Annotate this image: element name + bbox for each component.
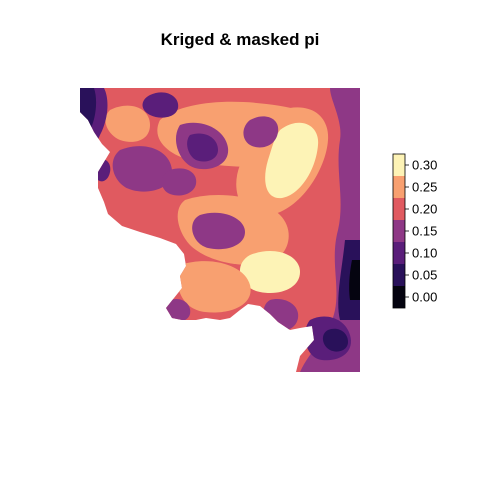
legend-bin-5: [393, 176, 405, 198]
legend-bin-0: [393, 286, 405, 308]
legend-tick-label-1: 0.05: [412, 268, 437, 283]
patch-cold-north: [187, 133, 218, 162]
raster-surface: [80, 88, 360, 372]
patch-cool-sw: [164, 298, 191, 322]
legend-color-bins: [393, 154, 405, 308]
patch-cool-west: [112, 146, 173, 192]
patch-cool-west2: [161, 168, 197, 196]
patch-warm-west: [105, 105, 150, 142]
legend-tick-label-4: 0.20: [412, 202, 437, 217]
patch-hot-south: [239, 251, 300, 294]
legend-bin-2: [393, 242, 405, 264]
legend-tick-label-6: 0.30: [412, 158, 437, 173]
patch-cold-top: [142, 92, 179, 118]
patch-warm-south: [177, 261, 251, 313]
patch-cool-ne: [243, 116, 279, 148]
legend-ticks: 0.00 0.05 0.10 0.15 0.20 0.25 0.30: [405, 158, 437, 305]
patch-hot-center: [265, 122, 319, 199]
legend: 0.00 0.05 0.10 0.15 0.20 0.25 0.30: [392, 153, 437, 309]
map-title: Kriged & masked pi: [160, 30, 320, 49]
legend-tick-label-3: 0.15: [412, 224, 437, 239]
patch-cool-mid: [192, 212, 245, 250]
patch-coldest-se: [322, 328, 348, 352]
legend-bin-1: [393, 264, 405, 286]
legend-tick-label-2: 0.10: [412, 246, 437, 261]
legend-tick-label-5: 0.25: [412, 180, 437, 195]
legend-bin-6: [393, 154, 405, 176]
legend-bin-3: [393, 220, 405, 242]
legend-bin-4: [393, 198, 405, 220]
legend-tick-label-0: 0.00: [412, 290, 437, 305]
patch-coldest-east: [349, 260, 360, 300]
